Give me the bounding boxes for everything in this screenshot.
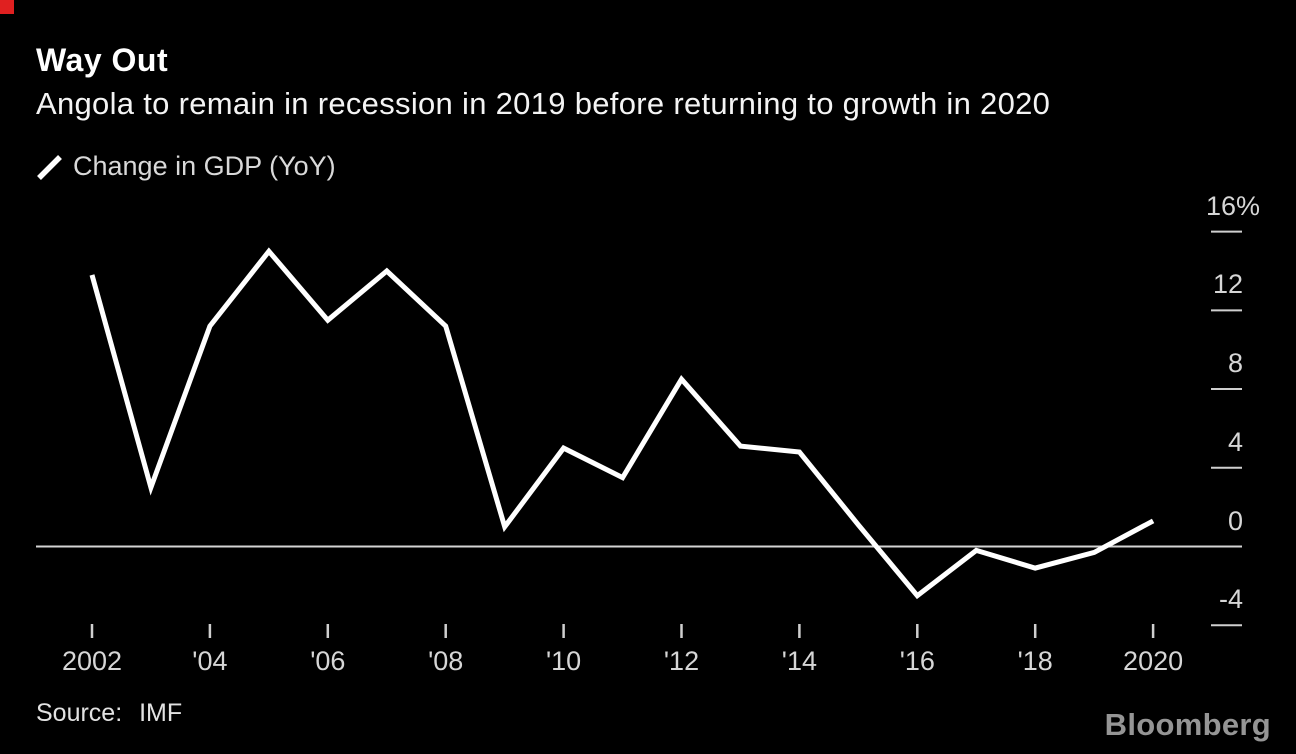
x-axis-label: '18: [1017, 646, 1053, 676]
x-axis-label: '06: [310, 646, 346, 676]
line-series-swatch-icon: [37, 154, 62, 180]
x-axis-label: '10: [546, 646, 582, 676]
y-axis-label: 16%: [1205, 190, 1260, 221]
y-axis-label: 4: [1227, 426, 1243, 457]
corner-marker: [0, 0, 14, 14]
x-axis-label: '08: [428, 646, 464, 676]
x-axis-label: '04: [192, 646, 228, 676]
chart-title: Way Out: [36, 42, 169, 78]
x-axis-label: 2020: [1123, 646, 1184, 676]
source-note: Source: IMF: [36, 699, 183, 727]
bloomberg-logo: Bloomberg: [1104, 707, 1271, 742]
chart-subtitle: Angola to remain in recession in 2019 be…: [36, 86, 1051, 121]
y-axis-label: 12: [1212, 269, 1243, 300]
y-axis-label: 8: [1227, 348, 1243, 379]
gdp-series-line: [89, 247, 1155, 600]
x-axis-label: 2002: [61, 646, 123, 676]
x-axis-label: '12: [663, 646, 700, 676]
x-axis-label: '16: [899, 646, 935, 676]
legend: Change in GDP (YoY): [36, 151, 336, 182]
y-axis-label: 0: [1227, 505, 1243, 536]
x-axis-label: '14: [781, 646, 817, 676]
y-axis-label: -4: [1218, 584, 1243, 615]
legend-label: Change in GDP (YoY): [73, 151, 336, 181]
